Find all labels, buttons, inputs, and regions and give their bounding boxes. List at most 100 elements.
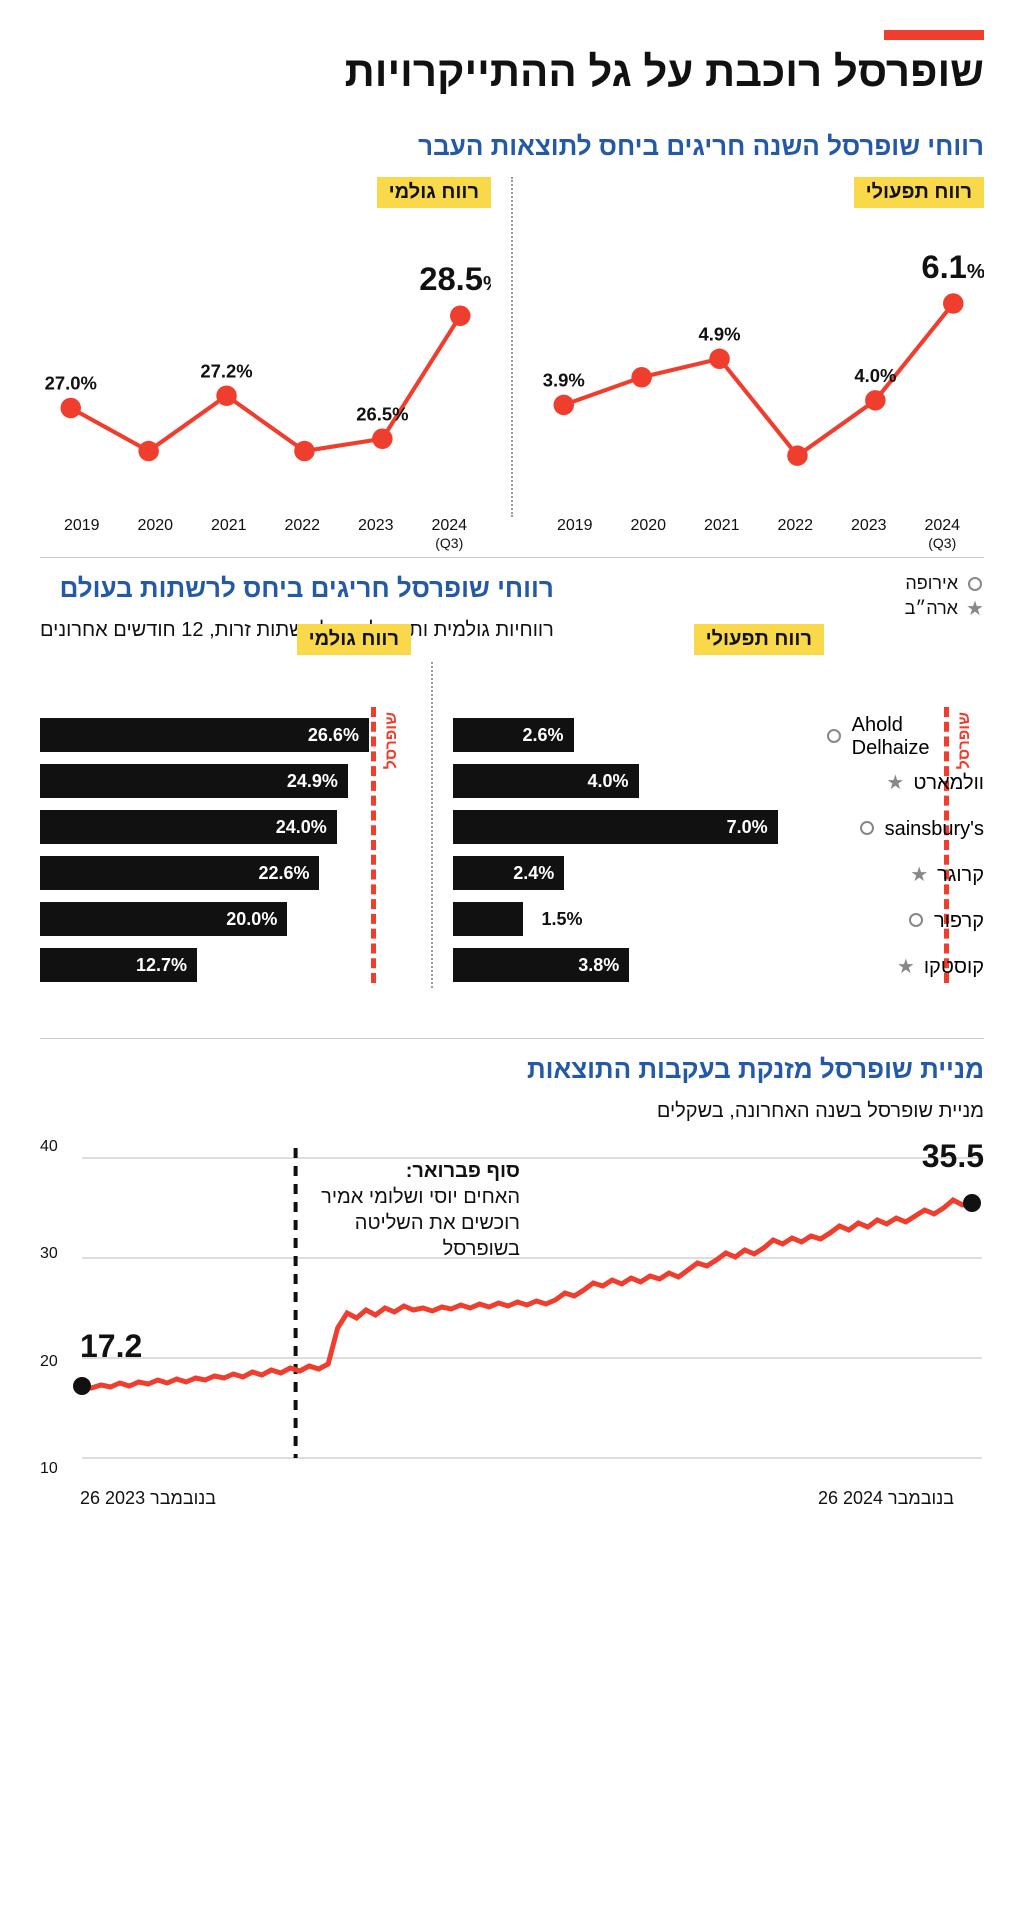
company-label: Ahold Delhaize bbox=[824, 714, 984, 760]
company-label: ★ קרוגר bbox=[824, 852, 984, 898]
svg-text:26.5%: 26.5% bbox=[356, 403, 408, 424]
end-value: 35.5 bbox=[922, 1138, 984, 1175]
year-label: 2019 bbox=[538, 517, 612, 551]
bar-row: 2.6% bbox=[453, 712, 824, 758]
operating-tag: רווח תפעולי bbox=[854, 177, 984, 208]
company-name: קרוגר bbox=[937, 864, 984, 887]
bar: 24.0% bbox=[40, 810, 337, 844]
company-label: קרפור bbox=[824, 898, 984, 944]
main-title: שופרסל רוכבת על גל ההתייקרויות bbox=[40, 48, 984, 96]
circle-icon bbox=[827, 729, 841, 743]
accent-bar bbox=[884, 30, 984, 40]
company-name: קרפור bbox=[934, 910, 984, 933]
legend: אירופה ★ ארה״ב bbox=[905, 573, 984, 623]
bar-row: 24.0% bbox=[40, 804, 411, 850]
operating-tag-2: רווח תפעולי bbox=[694, 624, 824, 655]
bar: 24.9% bbox=[40, 764, 348, 798]
chart-operating: רווח תפעולי 3.9%4.9%4.0%6.1% 20192020202… bbox=[513, 177, 984, 517]
bar: 7.0% bbox=[453, 810, 778, 844]
circle-icon bbox=[909, 913, 923, 927]
bar: 20.0% bbox=[40, 902, 287, 936]
circle-icon bbox=[860, 821, 874, 835]
bar: 3.8% bbox=[453, 948, 629, 982]
bar-row: 3.8% bbox=[453, 942, 824, 988]
year-label: 2022 bbox=[759, 517, 833, 551]
bar-row: 4.0% bbox=[453, 758, 824, 804]
year-label: 2021 bbox=[685, 517, 759, 551]
bar-row: 24.9% bbox=[40, 758, 411, 804]
y-tick: 40 bbox=[40, 1138, 58, 1156]
section-3: מניית שופרסל מזנקת בעקבות התוצאות מניית … bbox=[40, 1038, 984, 1518]
year-label: 2021 bbox=[192, 517, 266, 551]
company-labels: Ahold Delhaize ★ וולמארט sainsbury's ★ ק… bbox=[824, 714, 984, 990]
annotation-body: האחים יוסי ושלומי אמיר רוכשים את השליטה … bbox=[290, 1184, 520, 1262]
line-chart-gross: 27.0% 27.2% 26.5% 28.5% bbox=[40, 217, 491, 517]
company-label: ★ וולמארט bbox=[824, 760, 984, 806]
x-axis-gross: 201920202021202220232024(Q3) bbox=[40, 517, 491, 551]
year-label: 2022 bbox=[266, 517, 340, 551]
section2-title: רווחי שופרסל חריגים ביחס לרשתות בעולם bbox=[40, 573, 554, 604]
year-label: 2024(Q3) bbox=[906, 517, 980, 551]
legend-europe-label: אירופה bbox=[905, 573, 958, 594]
svg-text:27.0%: 27.0% bbox=[45, 373, 97, 394]
star-icon: ★ bbox=[897, 956, 915, 978]
chart-gross: רווח גולמי 27.0%27.2%26.5%28.5% 20192020… bbox=[40, 177, 513, 517]
gross-tag: רווח גולמי bbox=[377, 177, 491, 208]
y-tick: 20 bbox=[40, 1353, 58, 1371]
company-label: sainsbury's bbox=[824, 806, 984, 852]
start-value: 17.2 bbox=[80, 1328, 142, 1365]
bars-gross: רווח גולמי שופרסל 26.6% 24.9% 24.0% 22.6… bbox=[40, 662, 433, 988]
svg-text:28.5%: 28.5% bbox=[419, 260, 491, 297]
bar: 1.5% bbox=[453, 902, 523, 936]
company-name: sainsbury's bbox=[885, 818, 984, 841]
stock-x-end: 26 בנובמבר 2024 bbox=[818, 1488, 954, 1509]
bar-row: 26.6% bbox=[40, 712, 411, 758]
svg-text:4.0%: 4.0% bbox=[854, 365, 896, 386]
year-label: 2020 bbox=[119, 517, 193, 551]
stock-x-start: 26 בנובמבר 2023 bbox=[80, 1488, 216, 1509]
bar-row: 7.0% bbox=[453, 804, 824, 850]
legend-usa: ★ ארה״ב bbox=[905, 598, 984, 619]
svg-text:4.9%: 4.9% bbox=[699, 323, 741, 344]
section3-subtitle: מניית שופרסל בשנה האחרונה, בשקלים bbox=[40, 1100, 984, 1123]
bar-row: 12.7% bbox=[40, 942, 411, 988]
legend-usa-label: ארה״ב bbox=[905, 598, 958, 619]
line-chart-operating: 3.9% 4.9% 4.0% 6.1% bbox=[533, 217, 984, 517]
y-tick: 10 bbox=[40, 1460, 58, 1478]
company-name: Ahold Delhaize bbox=[852, 714, 984, 760]
year-label: 2019 bbox=[45, 517, 119, 551]
company-label: ★ קוסטקו bbox=[824, 944, 984, 990]
annotation: סוף פברואר: האחים יוסי ושלומי אמיר רוכשי… bbox=[290, 1158, 520, 1262]
year-label: 2024(Q3) bbox=[413, 517, 487, 551]
section1-title: רווחי שופרסל השנה חריגים ביחס לתוצאות הע… bbox=[40, 131, 984, 162]
svg-text:27.2%: 27.2% bbox=[200, 360, 252, 381]
bar-row: 22.6% bbox=[40, 850, 411, 896]
year-label: 2023 bbox=[832, 517, 906, 551]
section3-title: מניית שופרסל מזנקת בעקבות התוצאות bbox=[40, 1054, 984, 1085]
bar: 22.6% bbox=[40, 856, 319, 890]
star-icon: ★ bbox=[966, 599, 984, 619]
bar: 2.4% bbox=[453, 856, 564, 890]
section-1: רווחי שופרסל השנה חריגים ביחס לתוצאות הע… bbox=[40, 131, 984, 517]
bar: 26.6% bbox=[40, 718, 369, 752]
bar-row: 20.0% bbox=[40, 896, 411, 942]
stock-y-axis: 40302010 bbox=[40, 1138, 58, 1478]
gross-tag-2: רווח גולמי bbox=[297, 624, 411, 655]
circle-icon bbox=[968, 577, 982, 591]
bars-operating: רווח תפעולי שופרסל Ahold Delhaize ★ וולמ… bbox=[433, 662, 984, 988]
year-label: 2023 bbox=[339, 517, 413, 551]
company-name: וולמארט bbox=[913, 772, 984, 795]
star-icon: ★ bbox=[886, 772, 904, 794]
star-icon: ★ bbox=[910, 864, 928, 886]
company-name: קוסטקו bbox=[924, 956, 984, 979]
x-axis-operating: 201920202021202220232024(Q3) bbox=[533, 517, 984, 551]
bar-row: 1.5% bbox=[453, 896, 824, 942]
bar: 12.7% bbox=[40, 948, 197, 982]
bar: 2.6% bbox=[453, 718, 574, 752]
svg-text:3.9%: 3.9% bbox=[543, 369, 585, 390]
svg-text:6.1%: 6.1% bbox=[921, 248, 984, 285]
annotation-title: סוף פברואר: bbox=[290, 1158, 520, 1184]
legend-europe: אירופה bbox=[905, 573, 984, 594]
section-2: אירופה ★ ארה״ב רווחי שופרסל חריגים ביחס … bbox=[40, 557, 984, 988]
bar: 4.0% bbox=[453, 764, 639, 798]
